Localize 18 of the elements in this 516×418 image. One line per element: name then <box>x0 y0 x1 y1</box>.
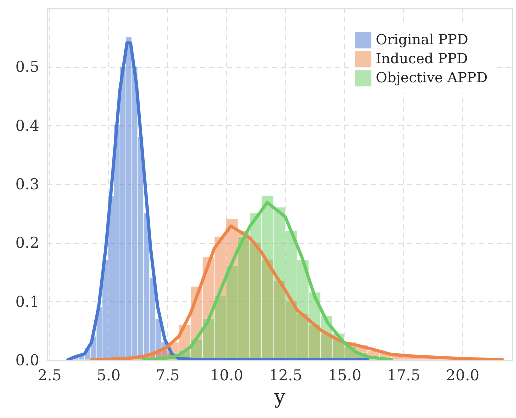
x-tick-label: 10.0 <box>210 366 244 384</box>
x-tick-label: 5.0 <box>96 366 121 384</box>
legend-label: Induced PPD <box>376 52 468 68</box>
y-tick-label: 0.2 <box>16 234 40 252</box>
x-tick-label: 15.0 <box>328 366 362 384</box>
y-tick-label: 0.5 <box>16 58 40 76</box>
y-tick-label: 0.4 <box>16 116 40 135</box>
y-tick-label: 0.1 <box>16 292 40 311</box>
legend-label: Objective APPD <box>376 70 488 86</box>
legend-label: Original PPD <box>376 32 468 48</box>
x-tick-label: 12.5 <box>269 366 303 384</box>
x-tick-label: 20.0 <box>446 366 480 384</box>
y-tick-label: 0.3 <box>16 176 40 194</box>
x-tick-label: 17.5 <box>387 366 421 384</box>
x-axis-title: y <box>273 384 286 408</box>
y-tick-label: 0.0 <box>16 352 40 370</box>
x-tick-label: 2.5 <box>38 366 62 384</box>
x-tick-label: 7.5 <box>156 366 180 384</box>
